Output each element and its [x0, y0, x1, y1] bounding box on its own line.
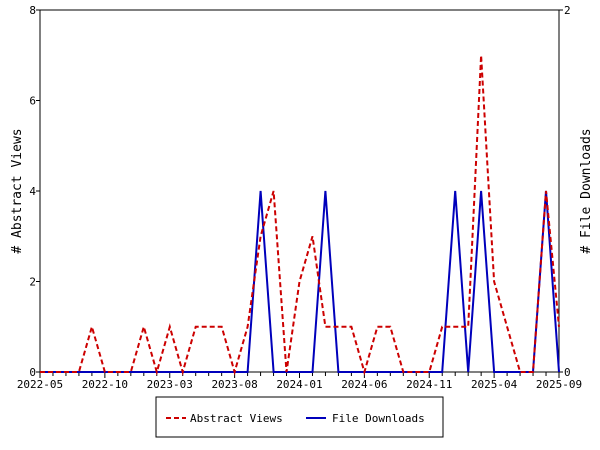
y-tick-label-left: 4	[29, 185, 36, 198]
y-tick-label-left: 0	[29, 366, 36, 379]
legend-box	[155, 396, 444, 438]
y-tick-label-left: 2	[29, 276, 36, 289]
y-tick-label-right: 0	[564, 366, 571, 379]
y-tick-label-left: 6	[29, 95, 36, 108]
x-tick-label: 2024-06	[341, 378, 387, 391]
y-tick-label-right: 2	[564, 4, 571, 17]
x-tick-label: 2025-04	[471, 378, 518, 391]
x-tick-label: 2024-11	[406, 378, 452, 391]
x-tick-label: 2025-09	[536, 378, 582, 391]
y-axis-label-left: # Abstract Views	[10, 128, 25, 253]
x-tick-label: 2022-10	[82, 378, 128, 391]
x-tick-label: 2024-01	[276, 378, 322, 391]
series-line-abstract-views	[40, 55, 560, 376]
legend: Abstract Views File Downloads	[155, 396, 444, 438]
legend-label-abstract-views: Abstract Views	[190, 412, 283, 425]
x-tick-label: 2023-03	[147, 378, 193, 391]
x-tick-label: 2022-05	[17, 378, 63, 391]
y-tick-label-left: 8	[29, 4, 36, 17]
legend-label-file-downloads: File Downloads	[332, 412, 425, 425]
y-axis-label-right: # File Downloads	[579, 128, 594, 253]
x-tick-label: 2023-08	[211, 378, 257, 391]
